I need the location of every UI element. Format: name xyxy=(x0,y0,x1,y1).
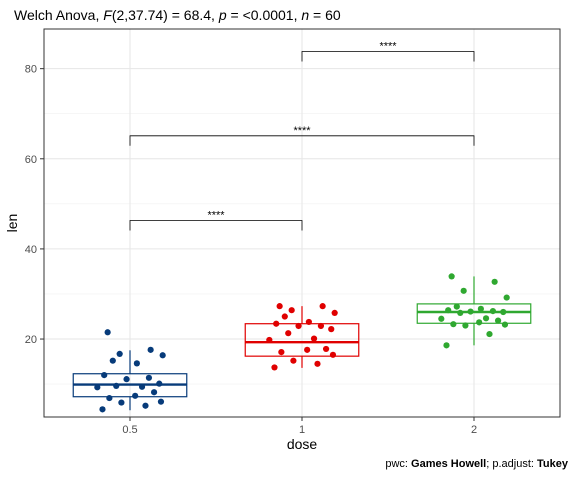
data-point xyxy=(147,346,154,353)
data-point xyxy=(443,342,450,349)
data-point xyxy=(132,392,139,399)
data-point xyxy=(501,321,509,328)
data-point xyxy=(101,371,108,379)
data-point xyxy=(106,394,113,402)
y-axis-title: len xyxy=(4,214,20,233)
x-axis-title: dose xyxy=(287,436,318,452)
data-point xyxy=(331,309,338,317)
caption-pwc-method: Games Howell xyxy=(411,458,487,470)
data-point xyxy=(438,315,445,322)
caption-adjust-method: Tukey xyxy=(537,458,568,470)
data-point xyxy=(450,321,457,328)
title-prefix: Welch Anova, xyxy=(14,7,104,23)
data-point xyxy=(460,287,467,294)
data-point xyxy=(266,336,273,344)
data-point xyxy=(288,307,295,314)
data-point xyxy=(329,351,337,358)
data-point xyxy=(99,406,106,413)
comparison-bracket: **** xyxy=(301,41,475,62)
data-point xyxy=(276,303,283,310)
data-point xyxy=(314,360,321,367)
data-point xyxy=(305,318,312,326)
y-tick-label: 20 xyxy=(25,334,37,346)
data-point xyxy=(285,330,292,337)
x-tick-label: 2 xyxy=(471,424,477,436)
n-symbol: n xyxy=(301,7,310,23)
bracket-line xyxy=(129,135,475,146)
data-point xyxy=(138,383,146,390)
data-point xyxy=(453,303,460,310)
comparison-bracket: **** xyxy=(129,210,303,231)
data-point xyxy=(486,330,493,338)
data-point xyxy=(448,273,455,280)
p-value: = <0.0001, xyxy=(226,7,302,23)
data-point xyxy=(159,352,166,359)
x-tick-label: 1 xyxy=(299,424,305,436)
data-point xyxy=(133,360,140,367)
data-point xyxy=(489,307,497,315)
data-point xyxy=(123,376,130,383)
bracket-line xyxy=(301,51,475,62)
significance-label: **** xyxy=(293,125,311,137)
data-point xyxy=(304,346,311,353)
significance-label: **** xyxy=(207,210,225,222)
data-point xyxy=(445,307,452,314)
data-point xyxy=(113,382,120,390)
data-point xyxy=(462,322,469,329)
n-value: = 60 xyxy=(309,7,341,23)
box-1 xyxy=(244,323,360,357)
y-tick-label: 60 xyxy=(25,154,37,166)
data-point xyxy=(457,309,464,317)
data-point xyxy=(271,364,278,371)
data-point xyxy=(104,329,111,336)
data-point xyxy=(310,335,318,342)
data-point xyxy=(328,326,335,333)
data-point xyxy=(116,350,123,358)
data-point xyxy=(319,303,326,310)
comparison-bracket: **** xyxy=(129,125,475,146)
data-point xyxy=(118,399,125,406)
data-point xyxy=(273,320,280,327)
data-point xyxy=(281,313,288,320)
data-point xyxy=(278,349,285,356)
caption-separator: ; p.adjust: xyxy=(486,458,538,470)
data-point xyxy=(156,380,163,387)
data-point xyxy=(503,294,510,301)
box-2 xyxy=(416,303,532,324)
x-tick-label: 0.5 xyxy=(122,424,137,436)
y-tick-label: 80 xyxy=(25,64,37,76)
data-point xyxy=(295,322,302,330)
data-point xyxy=(317,322,325,330)
stat-symbol: F xyxy=(103,7,112,23)
caption-pwc-label: pwc: xyxy=(385,458,412,470)
data-point xyxy=(482,315,490,322)
data-point xyxy=(150,389,158,396)
data-point xyxy=(494,317,502,324)
data-point xyxy=(500,308,507,316)
data-point xyxy=(109,357,116,364)
y-tick-label: 40 xyxy=(25,244,37,256)
data-point xyxy=(322,345,330,353)
data-point xyxy=(467,308,474,315)
data-point xyxy=(157,398,165,405)
data-point xyxy=(491,278,498,285)
chart-caption: pwc: Games Howell; p.adjust: Tukey xyxy=(385,458,568,470)
data-point xyxy=(145,374,153,381)
bracket-line xyxy=(129,220,303,231)
chart-title: Welch Anova, F(2,37.74) = 68.4, p = <0.0… xyxy=(14,7,341,23)
data-point xyxy=(476,319,483,326)
data-point xyxy=(477,305,484,312)
stat-args: (2,37.74) = 68.4, xyxy=(111,7,219,23)
p-symbol: p xyxy=(218,7,227,23)
data-point xyxy=(94,384,101,391)
data-point xyxy=(142,402,149,409)
significance-label: **** xyxy=(379,41,397,53)
data-point xyxy=(290,357,297,364)
